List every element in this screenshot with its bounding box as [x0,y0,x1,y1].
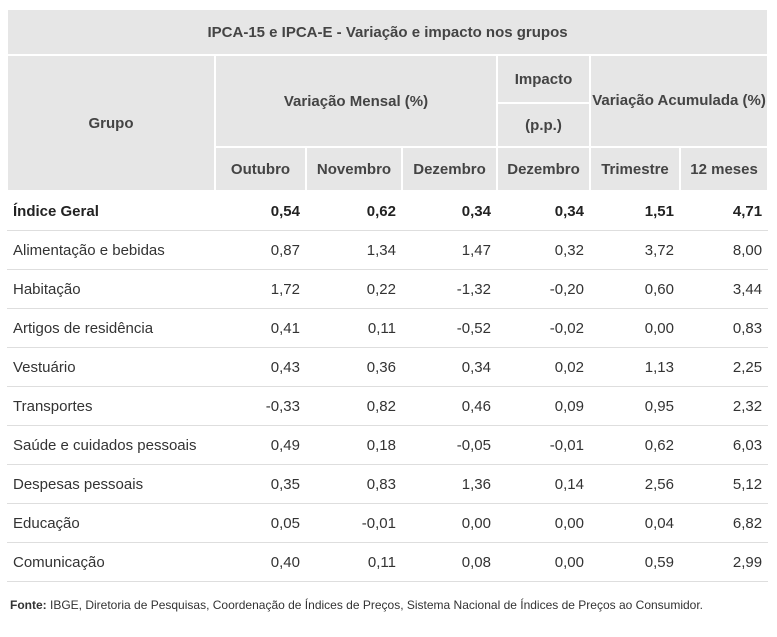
row-value-cell: 0,00 [497,503,590,543]
table-body: Índice Geral 0,54 0,62 0,34 0,34 1,51 4,71 Alim… [7,191,769,582]
row-value-cell: -0,05 [402,425,497,465]
table-row: Índice Geral 0,54 0,62 0,34 0,34 1,51 4,71 [7,191,769,231]
row-value-cell: 0,05 [215,503,306,543]
table-row: Educação 0,05 -0,01 0,00 0,00 0,04 6,82 [7,503,769,543]
row-value-cell: 0,59 [590,542,680,582]
row-value-cell: 0,34 [497,191,590,231]
table-row: Saúde e cuidados pessoais 0,49 0,18 -0,05 -0… [7,425,769,465]
row-value-cell: 0,62 [590,425,680,465]
row-value-cell: 0,32 [497,230,590,270]
source-text: IBGE, Diretoria de Pesquisas, Coordenaçã… [50,598,704,612]
row-group-name: Saúde e cuidados pessoais [7,425,215,465]
row-group-name: Habitação [7,269,215,309]
header-impacto-unit: (p.p.) [496,102,591,148]
row-value-cell: 2,99 [680,542,769,582]
table-row: Alimentação e bebidas 0,87 1,34 1,47 0,32 3,7… [7,230,769,270]
row-value-cell: 0,62 [306,191,402,231]
header-col-12-meses: 12 meses [678,146,770,192]
row-value-cell: -0,33 [215,386,306,426]
header-variacao-mensal: Variação Mensal (%) [214,54,498,148]
row-value-cell: 0,54 [215,191,306,231]
table-row: Vestuário 0,43 0,36 0,34 0,02 1,13 2,25 [7,347,769,387]
row-value-cell: 0,60 [590,269,680,309]
source-footnote: Fonte: IBGE, Diretoria de Pesquisas, Coo… [10,593,750,617]
header-variacao-acumulada: Variação Acumulada (%) [588,54,770,148]
header-col-novembro: Novembro [305,146,403,192]
row-value-cell: 0,11 [306,308,402,348]
row-value-cell: -1,32 [402,269,497,309]
row-value-cell: -0,02 [497,308,590,348]
row-value-cell: 2,25 [680,347,769,387]
row-value-cell: 0,00 [402,503,497,543]
row-value-cell: 0,14 [497,464,590,504]
row-value-cell: 0,00 [497,542,590,582]
row-value-cell: 0,08 [402,542,497,582]
row-group-name: Educação [7,503,215,543]
row-value-cell: 0,34 [402,191,497,231]
row-value-cell: 1,34 [306,230,402,270]
header-col-dezembro: Dezembro [401,146,498,192]
header-col-outubro: Outubro [214,146,307,192]
row-value-cell: 0,82 [306,386,402,426]
row-value-cell: 1,36 [402,464,497,504]
row-value-cell: -0,01 [306,503,402,543]
row-group-name: Artigos de residência [7,308,215,348]
row-value-cell: 1,51 [590,191,680,231]
row-value-cell: 2,32 [680,386,769,426]
row-value-cell: 8,00 [680,230,769,270]
row-value-cell: 1,13 [590,347,680,387]
row-value-cell: 2,56 [590,464,680,504]
table-row: Comunicação 0,40 0,11 0,08 0,00 0,59 2,99 [7,542,769,582]
row-value-cell: 0,09 [497,386,590,426]
row-group-name: Despesas pessoais [7,464,215,504]
header-col-trimestre: Trimestre [589,146,681,192]
data-table: IPCA-15 e IPCA-E - Variação e impacto no… [5,8,770,582]
row-value-cell: 0,35 [215,464,306,504]
row-value-cell: 0,43 [215,347,306,387]
table-row: Despesas pessoais 0,35 0,83 1,36 0,14 2,56 5,1… [7,464,769,504]
row-value-cell: 0,11 [306,542,402,582]
row-group-name: Alimentação e bebidas [7,230,215,270]
row-value-cell: -0,01 [497,425,590,465]
row-value-cell: 0,49 [215,425,306,465]
row-value-cell: 1,47 [402,230,497,270]
table-row: Habitação 1,72 0,22 -1,32 -0,20 0,60 3,44 [7,269,769,309]
row-value-cell: 3,72 [590,230,680,270]
source-label: Fonte: [10,598,47,612]
row-value-cell: 0,18 [306,425,402,465]
row-value-cell: 6,82 [680,503,769,543]
table-row: Transportes -0,33 0,82 0,46 0,09 0,95 2,32 [7,386,769,426]
row-value-cell: 3,44 [680,269,769,309]
row-value-cell: 0,83 [306,464,402,504]
header-impacto: Impacto [496,54,591,104]
row-group-name: Comunicação [7,542,215,582]
row-group-name: Índice Geral [7,191,215,231]
row-value-cell: 0,36 [306,347,402,387]
header-col-impacto-dezembro: Dezembro [496,146,591,192]
row-value-cell: 0,34 [402,347,497,387]
row-group-name: Transportes [7,386,215,426]
row-value-cell: 0,40 [215,542,306,582]
row-value-cell: 4,71 [680,191,769,231]
row-value-cell: -0,52 [402,308,497,348]
row-value-cell: 0,02 [497,347,590,387]
row-value-cell: 0,00 [590,308,680,348]
header-grupo: Grupo [6,54,216,192]
row-group-name: Vestuário [7,347,215,387]
table-row: Artigos de residência 0,41 0,11 -0,52 -0,02 0… [7,308,769,348]
row-value-cell: -0,20 [497,269,590,309]
row-value-cell: 0,04 [590,503,680,543]
table-container: IPCA-15 e IPCA-E - Variação e impacto no… [5,8,770,582]
row-value-cell: 0,83 [680,308,769,348]
row-value-cell: 1,72 [215,269,306,309]
row-value-cell: 0,41 [215,308,306,348]
table-title: IPCA-15 e IPCA-E - Variação e impacto no… [5,8,770,56]
row-value-cell: 0,87 [215,230,306,270]
row-value-cell: 0,46 [402,386,497,426]
row-value-cell: 5,12 [680,464,769,504]
row-value-cell: 6,03 [680,425,769,465]
row-value-cell: 0,95 [590,386,680,426]
row-value-cell: 0,22 [306,269,402,309]
